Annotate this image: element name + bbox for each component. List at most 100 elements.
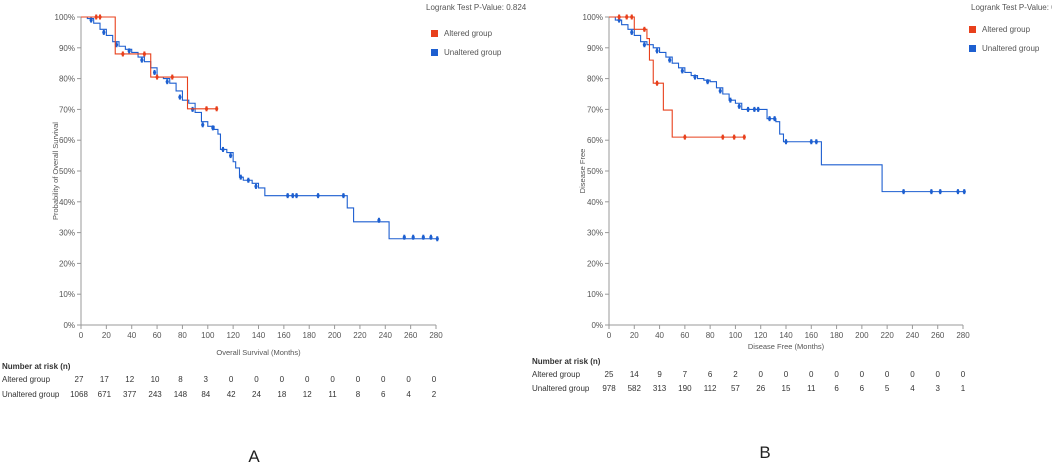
- censor-dot-unaltered: [728, 98, 732, 102]
- panel-label: B: [759, 443, 770, 462]
- y-tick-label: 0%: [63, 321, 75, 330]
- risk-table-title: Number at risk (n): [532, 357, 601, 366]
- censor-dot-unaltered: [680, 69, 684, 73]
- censor-dot-unaltered: [291, 194, 295, 198]
- risk-cell: 0: [860, 370, 865, 379]
- x-axis-title: Overall Survival (Months): [216, 348, 301, 357]
- risk-cell: 0: [935, 370, 940, 379]
- censor-dot-unaltered: [294, 194, 299, 198]
- x-tick-label: 100: [201, 331, 215, 340]
- censor-dot-unaltered: [211, 126, 215, 130]
- risk-cell: 582: [628, 384, 642, 393]
- x-tick-label: 20: [630, 331, 639, 340]
- censor-dot-altered: [683, 135, 687, 139]
- censor-dot-unaltered: [429, 235, 433, 239]
- risk-cell: 0: [809, 370, 814, 379]
- y-tick-label: 20%: [59, 259, 75, 268]
- censor-dot-altered: [215, 107, 219, 111]
- censor-dot-unaltered: [102, 30, 106, 34]
- pvalue-text: Logrank Test P-Value: 0.824: [426, 3, 527, 12]
- risk-cell: 17: [100, 375, 109, 384]
- censor-dot-unaltered: [655, 49, 659, 53]
- x-tick-label: 120: [754, 331, 768, 340]
- risk-row-label: Altered group: [2, 375, 51, 384]
- risk-cell: 25: [605, 370, 614, 379]
- chart-panel-a: 0%10%20%30%40%50%60%70%80%90%100%0 20 40 60…: [2, 3, 527, 466]
- risk-cell: 1: [961, 384, 966, 393]
- x-tick-label: 140: [779, 331, 793, 340]
- risk-cell: 0: [356, 375, 361, 384]
- y-tick-label: 60%: [59, 136, 75, 145]
- y-tick-label: 50%: [59, 167, 75, 176]
- censor-dot-altered: [625, 15, 629, 19]
- risk-cell: 0: [330, 375, 335, 384]
- risk-cell: 243: [148, 390, 162, 399]
- x-tick-label: 0: [607, 331, 612, 340]
- risk-cell: 0: [885, 370, 890, 379]
- censor-dot-unaltered: [421, 235, 425, 239]
- risk-cell: 671: [98, 390, 112, 399]
- censor-dot-unaltered: [706, 80, 710, 84]
- censor-dot-unaltered: [767, 117, 772, 121]
- censor-dot-unaltered: [341, 194, 346, 198]
- y-tick-label: 60%: [587, 136, 603, 145]
- censor-dot-unaltered: [178, 95, 182, 99]
- censor-dot-altered: [721, 135, 725, 139]
- risk-cell: 11: [807, 384, 816, 393]
- censor-dot-unaltered: [140, 58, 144, 62]
- censor-dot-unaltered: [718, 89, 722, 93]
- censor-dot-unaltered: [737, 104, 741, 108]
- censor-dot-unaltered: [152, 70, 157, 75]
- censor-dot-unaltered: [201, 123, 205, 127]
- censor-dot-unaltered: [630, 30, 634, 34]
- x-tick-label: 100: [729, 331, 743, 340]
- censor-dot-altered: [204, 107, 209, 111]
- y-tick-label: 30%: [59, 229, 75, 238]
- risk-cell: 377: [123, 390, 137, 399]
- x-tick-label: 280: [429, 331, 443, 340]
- y-tick-label: 100%: [583, 13, 603, 22]
- legend-swatch-unaltered: [431, 49, 438, 56]
- censor-dot-unaltered: [127, 49, 131, 53]
- censor-dot-altered: [155, 75, 159, 79]
- censor-dot-unaltered: [746, 107, 750, 111]
- risk-cell: 4: [406, 390, 411, 399]
- risk-cell: 0: [961, 370, 966, 379]
- risk-cell: 0: [834, 370, 839, 379]
- x-tick-label: 40: [127, 331, 136, 340]
- censor-dot-unaltered: [316, 194, 320, 198]
- y-axis-title: Disease Free: [578, 149, 587, 194]
- risk-cell: 0: [758, 370, 763, 379]
- x-tick-label: 280: [956, 331, 970, 340]
- censor-dot-altered: [142, 52, 146, 56]
- censor-dot-unaltered: [239, 175, 243, 179]
- censor-dot-altered: [732, 135, 736, 139]
- censor-dot-unaltered: [752, 107, 756, 111]
- y-tick-label: 40%: [59, 198, 75, 207]
- risk-cell: 9: [657, 370, 662, 379]
- risk-cell: 15: [782, 384, 791, 393]
- censor-dot-unaltered: [773, 117, 777, 121]
- risk-row-label: Unaltered group: [2, 390, 60, 399]
- x-tick-label: 200: [855, 331, 869, 340]
- risk-cell: 0: [229, 375, 234, 384]
- survival-curve-altered: [81, 16, 217, 110]
- risk-cell: 3: [935, 384, 940, 393]
- x-tick-label: 180: [303, 331, 317, 340]
- y-tick-label: 30%: [587, 229, 603, 238]
- y-tick-label: 10%: [587, 290, 603, 299]
- legend-label-altered: Altered group: [982, 25, 1031, 34]
- x-tick-label: 120: [226, 331, 240, 340]
- y-tick-label: 70%: [59, 105, 75, 114]
- risk-cell: 6: [708, 370, 713, 379]
- risk-cell: 24: [252, 390, 261, 399]
- x-tick-label: 0: [79, 331, 84, 340]
- censor-dot-unaltered: [756, 107, 760, 111]
- x-tick-label: 220: [353, 331, 367, 340]
- risk-cell: 313: [653, 384, 667, 393]
- y-tick-label: 100%: [55, 13, 75, 22]
- risk-cell: 148: [174, 390, 188, 399]
- risk-cell: 0: [305, 375, 310, 384]
- survival-curve-unaltered: [609, 16, 966, 193]
